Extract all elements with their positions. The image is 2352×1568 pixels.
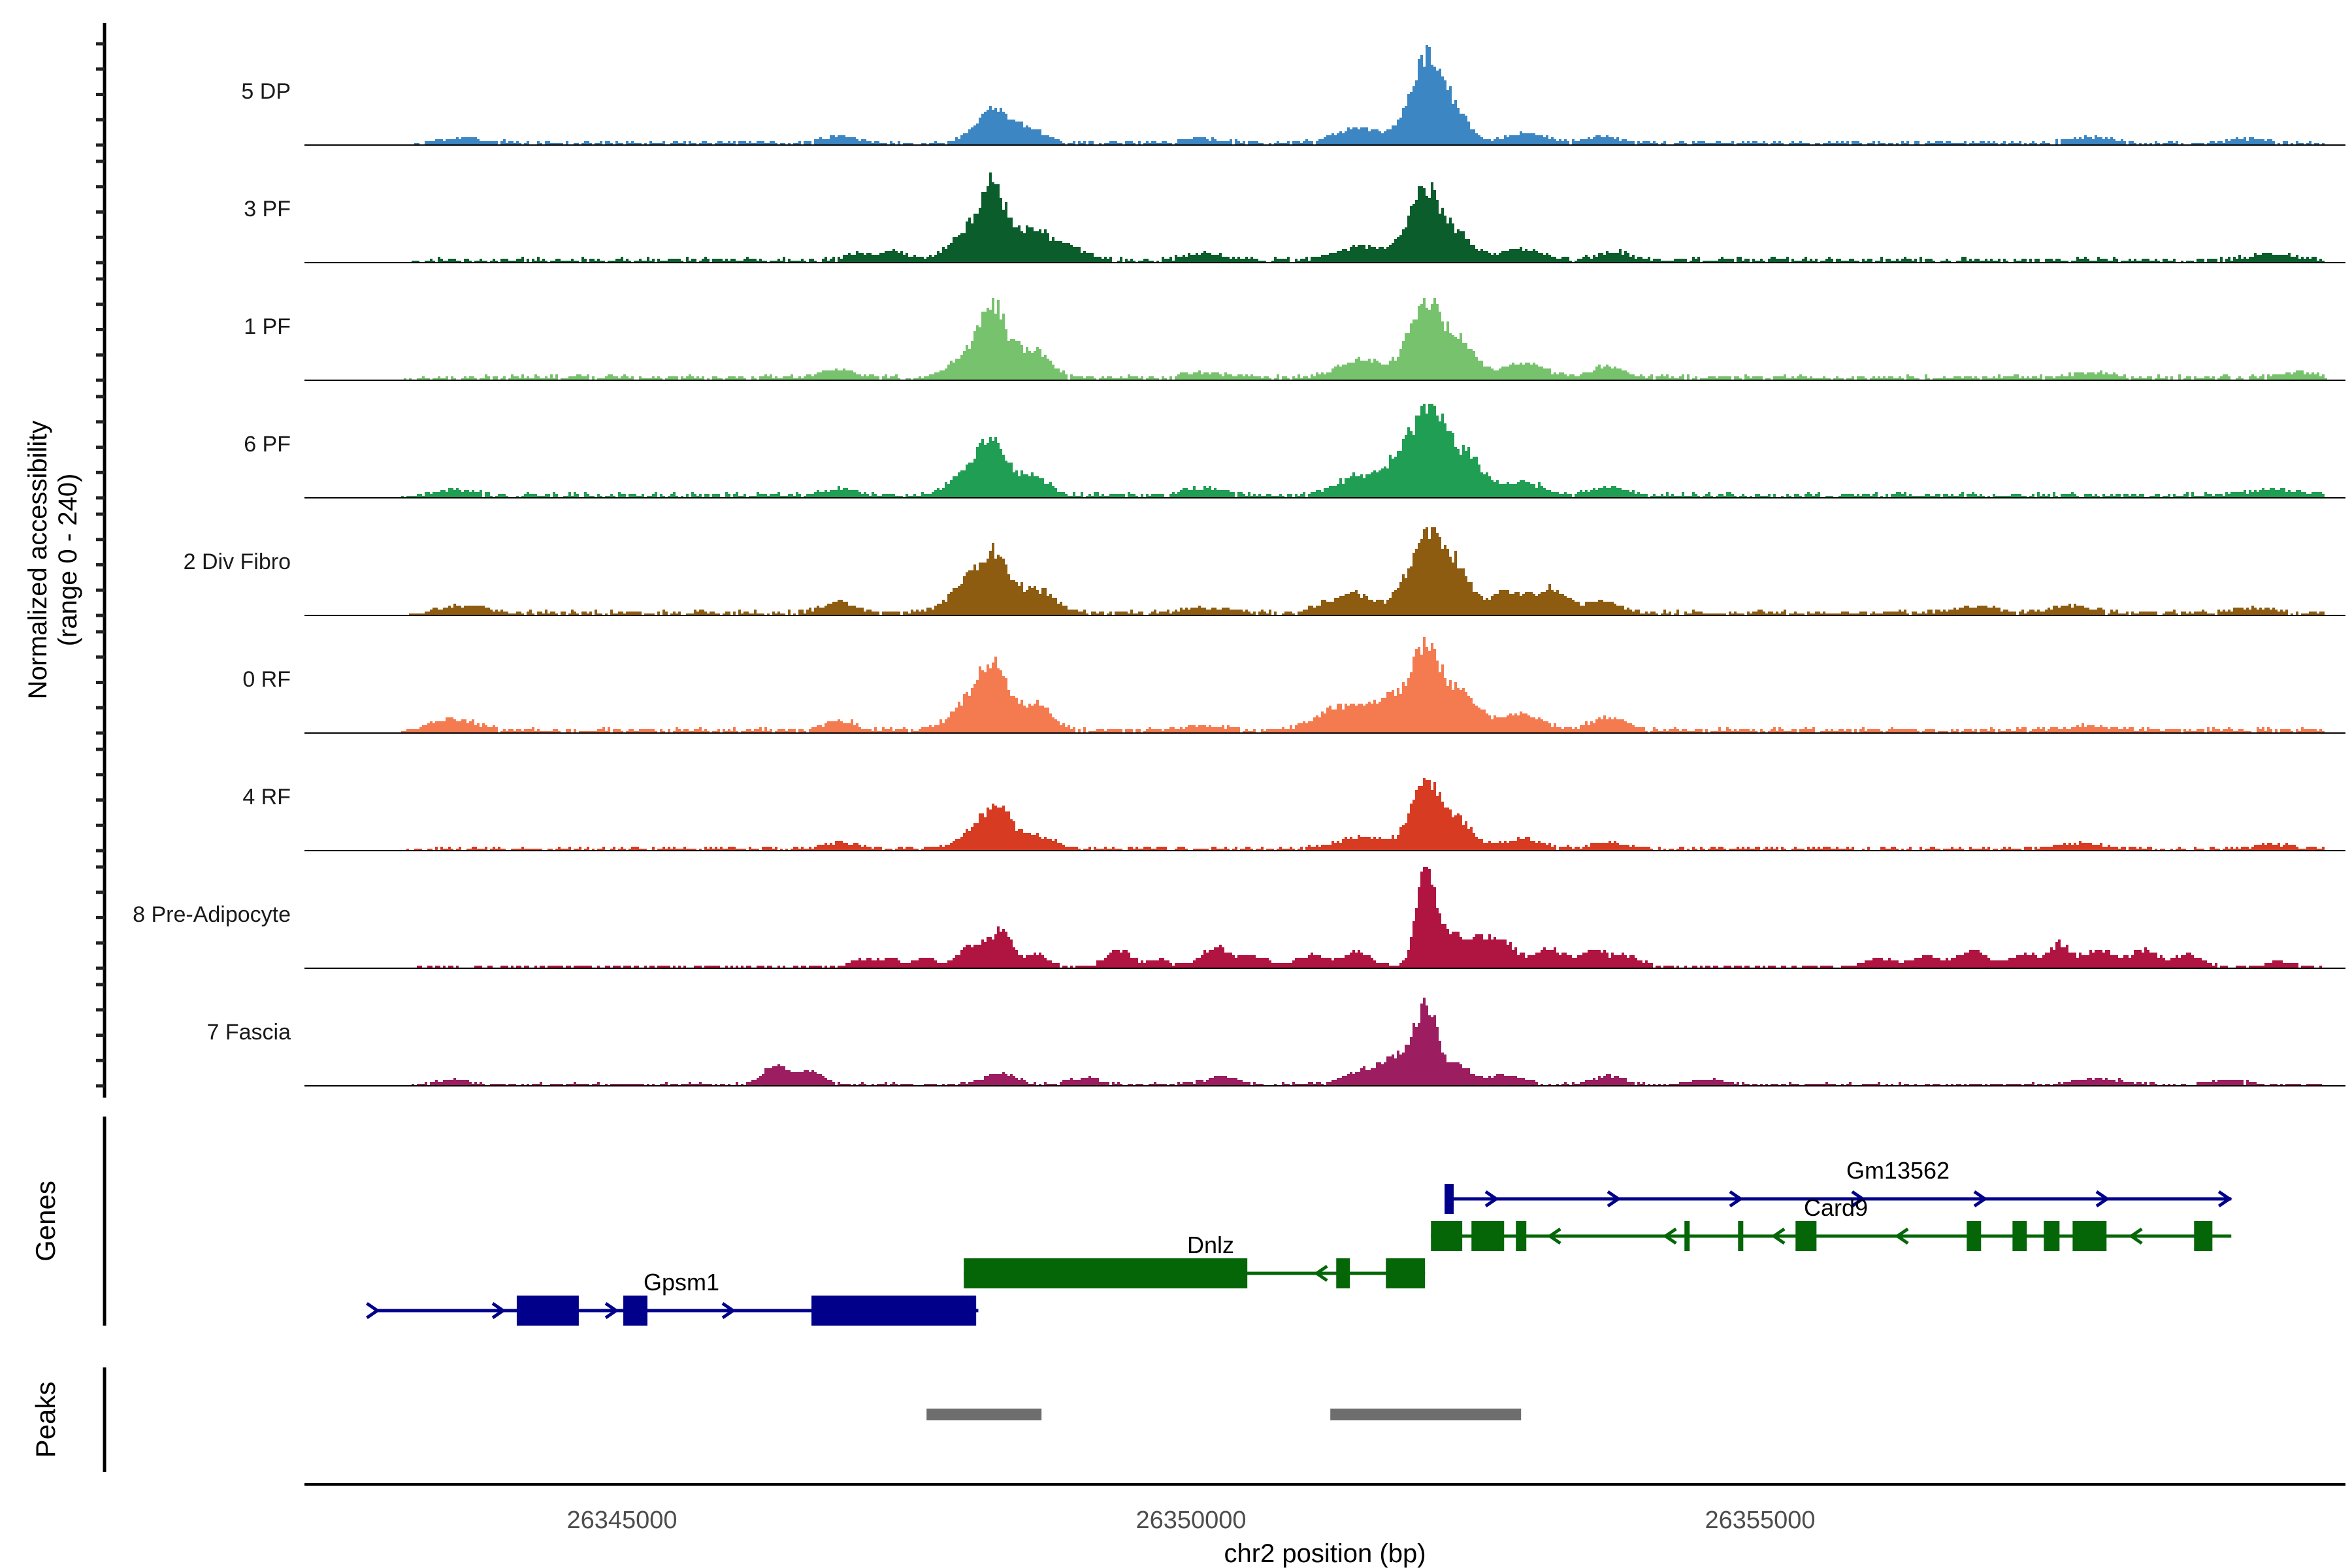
x-tick-label-26350000: 26350000 (1135, 1507, 1247, 1534)
strand-arrow-icon-gpsm1 (962, 1301, 977, 1320)
track-signal-area-0-rf (304, 637, 2345, 733)
x-tick-label-26355000: 26355000 (1705, 1507, 1816, 1534)
gene-exon-card9 (2044, 1221, 2060, 1251)
gene-exon-gm13562 (1445, 1184, 1454, 1214)
track-label-8-pre-adipocyte: 8 Pre-Adipocyte (133, 902, 291, 927)
peak-call-bar (1330, 1409, 1522, 1420)
gene-exon-dnlz (1336, 1258, 1350, 1288)
strand-arrow-icon-gm13562 (1484, 1190, 1499, 1208)
track-signal-area-4-rf (304, 778, 2345, 851)
strand-arrow-icon-dnlz (1313, 1264, 1328, 1282)
gene-exon-gpsm1 (623, 1296, 647, 1326)
track-label-7-fascia: 7 Fascia (206, 1020, 291, 1045)
gene-label-gpsm1: Gpsm1 (643, 1269, 720, 1296)
gene-label-dnlz: Dnlz (1186, 1232, 1235, 1258)
strand-arrow-icon-gm13562 (1973, 1190, 1988, 1208)
x-axis-title: chr2 position (bp) (1224, 1539, 1426, 1568)
strand-arrow-icon-gpsm1 (491, 1301, 506, 1320)
strand-arrow-icon-gm13562 (1729, 1190, 1744, 1208)
track-signal-area-1-pf (304, 298, 2345, 380)
gene-exon-card9 (2072, 1221, 2107, 1251)
strand-arrow-icon-gm13562 (2217, 1190, 2232, 1208)
track-signal-area-7-fascia (304, 998, 2345, 1086)
strand-arrow-icon-card9 (1662, 1227, 1677, 1245)
track-signal-area-2-div-fibro (304, 527, 2345, 615)
strand-arrow-icon-gpsm1 (604, 1301, 619, 1320)
peaks-section-label: Peaks (30, 1381, 61, 1458)
gene-exon-gpsm1 (516, 1296, 579, 1326)
gene-exon-dnlz (964, 1258, 1248, 1288)
strand-arrow-icon-gm13562 (1607, 1190, 1622, 1208)
gene-exon-card9 (1431, 1221, 1463, 1251)
gene-exon-card9 (2194, 1221, 2213, 1251)
track-signal-area-8-pre-adipocyte (304, 867, 2345, 968)
track-signal-area-5-dp (304, 45, 2345, 145)
gene-exon-card9 (1684, 1221, 1690, 1251)
track-label-3-pf: 3 PF (244, 197, 291, 221)
genes-section-label: Genes (30, 1181, 61, 1262)
gene-exon-gpsm1 (811, 1296, 977, 1326)
track-label-6-pf: 6 PF (244, 432, 291, 457)
track-signal-area-3-pf (304, 172, 2345, 263)
x-tick-label-26345000: 26345000 (566, 1507, 678, 1534)
strand-arrow-icon-card9 (1546, 1227, 1561, 1245)
track-label-5-dp: 5 DP (241, 79, 291, 104)
gene-exon-card9 (1471, 1221, 1505, 1251)
gene-exon-card9 (2012, 1221, 2027, 1251)
strand-arrow-icon-card9 (2128, 1227, 2143, 1245)
gene-exon-card9 (1516, 1221, 1527, 1251)
gene-exon-card9 (1795, 1221, 1817, 1251)
strand-arrow-icon-gm13562 (1851, 1190, 1866, 1208)
strand-arrow-icon-gm13562 (2095, 1190, 2110, 1208)
gene-exon-dnlz (1386, 1258, 1426, 1288)
gene-label-card9: Card9 (1803, 1194, 1869, 1221)
track-label-0-rf: 0 RF (242, 667, 291, 692)
track-label-1-pf: 1 PF (244, 314, 291, 339)
track-signal-area-6-pf (304, 404, 2345, 498)
gene-exon-card9 (1967, 1221, 1982, 1251)
track-label-4-rf: 4 RF (242, 785, 291, 809)
strand-arrow-icon-gpsm1 (721, 1301, 736, 1320)
gene-label-gm13562: Gm13562 (1846, 1157, 1950, 1184)
strand-arrow-icon-gpsm1 (366, 1301, 380, 1320)
peak-call-bar (926, 1409, 1042, 1420)
strand-arrow-icon-card9 (1771, 1227, 1786, 1245)
gene-exon-card9 (1738, 1221, 1744, 1251)
strand-arrow-icon-card9 (1894, 1227, 1909, 1245)
track-label-2-div-fibro: 2 Div Fibro (183, 549, 291, 574)
